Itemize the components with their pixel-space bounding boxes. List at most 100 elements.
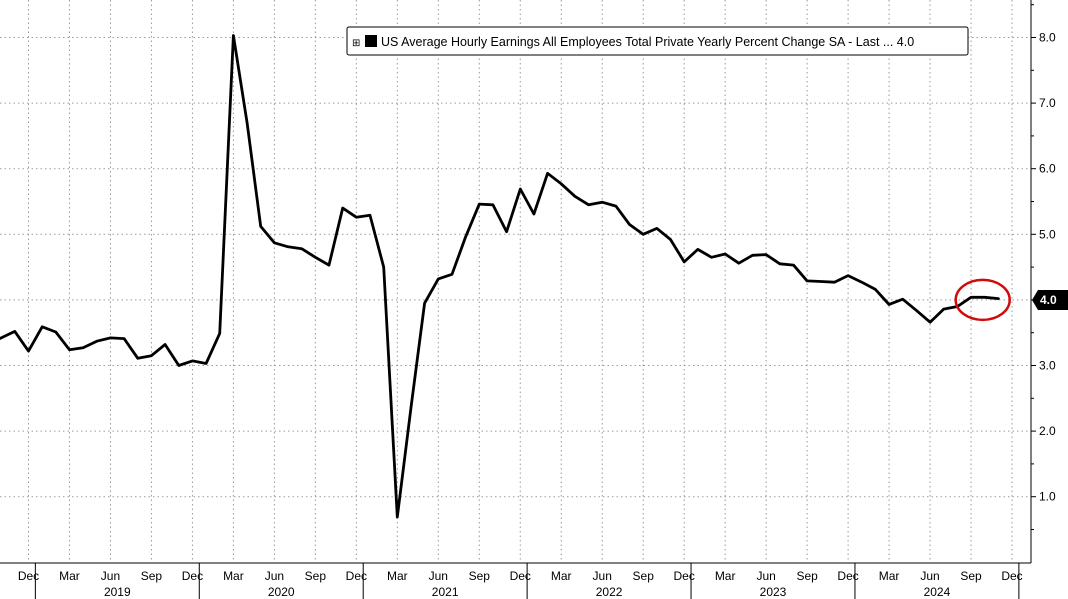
x-tick-label: Mar [879, 569, 900, 583]
data-point [847, 274, 849, 277]
year-label: 2020 [268, 585, 295, 599]
data-point [574, 195, 576, 198]
data-point [259, 225, 262, 228]
year-label: 2023 [760, 585, 787, 599]
data-point [738, 262, 740, 265]
legend-toggle-icon[interactable]: ⊞ [352, 38, 360, 49]
x-tick-label: Dec [346, 569, 367, 583]
data-point [178, 364, 180, 367]
data-point [355, 216, 358, 218]
data-point [779, 263, 781, 265]
x-tick-label: Sep [960, 569, 982, 583]
x-tick-label: Dec [182, 569, 203, 583]
data-point [915, 309, 918, 312]
y-tick-label: 7.0 [1039, 96, 1056, 110]
data-point [669, 238, 672, 241]
data-point [137, 357, 139, 360]
x-tick-label: Mar [387, 569, 408, 583]
year-label: 2019 [104, 585, 131, 599]
x-tick-label: Jun [101, 569, 120, 583]
data-point [382, 266, 385, 268]
data-point [164, 343, 166, 346]
data-point [246, 122, 248, 124]
data-point [765, 253, 767, 256]
data-point [314, 256, 317, 259]
data-point [14, 330, 16, 333]
data-point [642, 233, 644, 236]
data-point [942, 308, 945, 310]
y-tick-label: 8.0 [1039, 31, 1056, 45]
x-tick-label: Jun [593, 569, 612, 583]
data-point [41, 326, 43, 328]
data-point [710, 256, 713, 259]
data-point [68, 349, 71, 351]
x-tick-label: Jun [920, 569, 939, 583]
data-point [792, 264, 795, 266]
data-point [751, 254, 754, 257]
data-point [218, 332, 221, 335]
series-line [0, 34, 1000, 519]
y-ticks: 1.0 2.0 3.0 4.0 5.0 6.0 7.0 8.0 [1031, 4, 1056, 530]
last-value-badge: 4.0 [1032, 290, 1068, 310]
data-point [328, 264, 330, 266]
year-label: 2021 [432, 585, 459, 599]
data-point [191, 360, 194, 362]
data-point [396, 516, 399, 518]
x-tick-label: Dec [510, 569, 531, 583]
data-point [724, 253, 726, 255]
legend-box [346, 26, 969, 56]
y-tick-label: 3.0 [1039, 359, 1056, 373]
data-point [205, 362, 207, 365]
data-point [273, 242, 276, 244]
data-point [232, 34, 235, 37]
x-tick-label: Jun [265, 569, 284, 583]
x-tick-label: Mar [715, 569, 736, 583]
data-point [55, 331, 57, 333]
data-point [983, 296, 986, 299]
data-point [697, 248, 699, 251]
x-tick-label: Mar [59, 569, 80, 583]
data-point [423, 302, 426, 305]
grid [0, 0, 1031, 563]
data-point [587, 204, 590, 206]
year-label: 2024 [924, 585, 951, 599]
y-tick-label: 6.0 [1039, 162, 1056, 176]
data-point [27, 350, 30, 352]
x-ticks: Dec Mar Jun Sep Dec Mar Jun Sep Dec Mar Jun Sep Dec M… [18, 569, 1023, 583]
annotations [954, 278, 1011, 322]
data-point [0, 337, 2, 339]
data-point [861, 281, 863, 284]
data-point [437, 278, 440, 280]
x-tick-label: Dec [837, 569, 858, 583]
data-point [929, 321, 931, 324]
x-tick-label: Sep [469, 569, 491, 583]
series [0, 34, 1000, 519]
x-tick-label: Jun [756, 569, 775, 583]
legend[interactable]: ⊞ US Average Hourly Earnings All Employe… [346, 26, 969, 56]
last-value-badge-shape [1032, 290, 1068, 310]
data-point [560, 183, 562, 185]
data-point [410, 406, 412, 409]
data-point [341, 207, 344, 209]
year-label: 2022 [596, 585, 623, 599]
data-point [833, 281, 836, 284]
data-point [546, 172, 549, 175]
x-tick-label: Sep [305, 569, 327, 583]
data-point [601, 201, 603, 203]
data-point [806, 280, 808, 282]
last-value-label: 4.0 [1040, 293, 1057, 307]
axes [0, 0, 1032, 564]
data-point [464, 236, 467, 238]
year-labels: 2019 2020 2021 2022 2023 2024 [34, 563, 1020, 599]
data-point [96, 340, 98, 343]
data-point [150, 354, 153, 357]
data-point [287, 246, 289, 248]
y-tick-label: 5.0 [1039, 227, 1056, 241]
data-point [888, 303, 890, 306]
data-point [123, 337, 125, 340]
y-tick-label: 2.0 [1039, 424, 1056, 438]
data-point [615, 205, 617, 207]
x-tick-label: Mar [551, 569, 572, 583]
data-point [874, 288, 877, 291]
